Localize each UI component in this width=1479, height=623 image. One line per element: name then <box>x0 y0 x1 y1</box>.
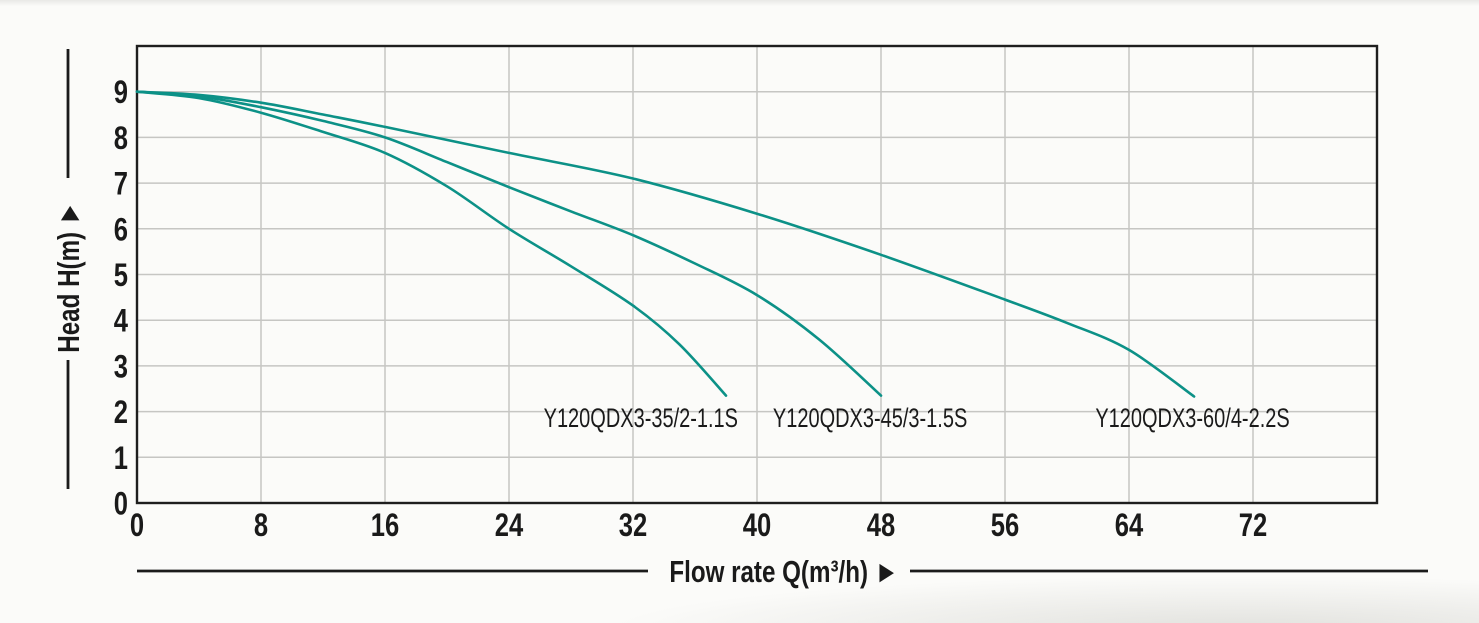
plot-border <box>135 44 1379 505</box>
x-tick-label: 16 <box>371 508 399 543</box>
y-tick-label: 9 <box>114 76 128 111</box>
curve-label-3: Y120QDX3-60/4-2.2S <box>1095 403 1289 434</box>
x-tick-label: 8 <box>254 508 268 543</box>
y-axis-title: Head H(m) ► <box>51 201 86 352</box>
y-tick-label: 8 <box>114 121 128 156</box>
pump-curves <box>135 90 1196 398</box>
axis-decoration-lines <box>66 49 1428 573</box>
y-tick-label: 6 <box>114 213 128 248</box>
pump-curve-1 <box>135 90 728 397</box>
x-tick-label: 56 <box>991 508 1019 543</box>
pump-curve-3 <box>135 90 1196 398</box>
y-tick-label: 7 <box>114 167 128 202</box>
y-tick-label: 4 <box>114 304 128 339</box>
x-tick-label: 24 <box>495 508 523 543</box>
x-tick-label: 40 <box>743 508 771 543</box>
x-tick-label: 72 <box>1239 508 1267 543</box>
x-tick-label: 0 <box>130 508 144 543</box>
curve-label-2: Y120QDX3-45/3-1.5S <box>773 403 967 434</box>
grid-lines <box>137 46 1377 503</box>
x-tick-label: 48 <box>867 508 895 543</box>
x-tick-label: 64 <box>1115 508 1143 543</box>
pump-curve-2 <box>135 90 883 397</box>
curve-labels: Y120QDX3-35/2-1.1S Y120QDX3-45/3-1.5S Y120… <box>544 403 1290 434</box>
y-tick-label: 5 <box>114 258 128 293</box>
y-tick-label: 3 <box>114 350 128 385</box>
x-tick-label: 32 <box>619 508 647 543</box>
bottom-right-shading <box>621 577 1479 623</box>
y-tick-label: 0 <box>114 487 128 522</box>
y-tick-label: 1 <box>114 441 128 476</box>
y-tick-label: 2 <box>114 395 128 430</box>
curve-label-1: Y120QDX3-35/2-1.1S <box>544 403 738 434</box>
top-edge-shading <box>0 0 1479 6</box>
